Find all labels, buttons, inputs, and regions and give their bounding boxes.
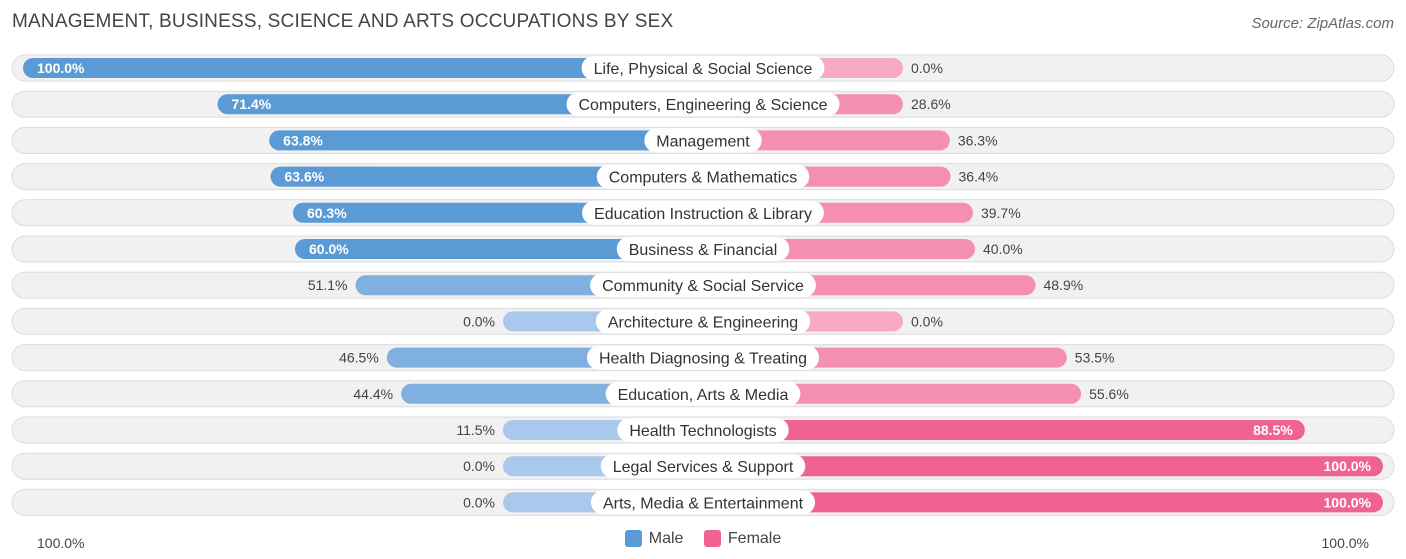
value-label-female: 100.0%: [1324, 494, 1372, 510]
legend-label-female: Female: [727, 529, 782, 547]
value-label-male: 71.4%: [231, 96, 271, 112]
legend-label-male: Male: [648, 529, 684, 547]
category-pill: [586, 345, 820, 370]
category-pill: [581, 56, 825, 80]
value-label-male: 44.4%: [353, 386, 393, 402]
value-label-female: 0.0%: [911, 313, 943, 329]
legend-swatch-female: [703, 530, 721, 547]
category-label: Arts, Media & Entertainment: [603, 495, 804, 512]
bar-male[interactable]: [269, 130, 703, 151]
value-label-female: 88.5%: [1253, 422, 1293, 438]
value-label-female: 28.6%: [911, 96, 951, 112]
category-label: Business & Financial: [629, 242, 778, 259]
value-label-female: 100.0%: [1324, 458, 1372, 474]
value-label-female: 48.9%: [1044, 277, 1084, 293]
value-label-male: 0.0%: [463, 313, 495, 329]
category-pill: [582, 200, 824, 225]
category-pill: [617, 418, 789, 442]
category-label: Community & Social Service: [602, 278, 804, 295]
bar-female[interactable]: [703, 456, 1383, 477]
value-label-female: 0.0%: [911, 60, 943, 76]
category-label: Computers, Engineering & Science: [578, 97, 827, 114]
category-pill: [600, 454, 806, 479]
value-label-male: 63.8%: [283, 132, 323, 148]
category-pill: [644, 128, 762, 153]
category-pill: [566, 92, 840, 117]
value-label-female: 40.0%: [983, 241, 1023, 257]
bar-female[interactable]: [703, 130, 950, 151]
axis-right-label: 100.0%: [1321, 535, 1369, 551]
axis-left-label: 100.0%: [37, 535, 85, 551]
category-label: Architecture & Engineering: [608, 314, 798, 331]
category-label: Education, Arts & Media: [618, 387, 789, 404]
bar-male[interactable]: [295, 239, 703, 259]
legend-item-female[interactable]: Female: [703, 529, 782, 548]
value-label-male: 46.5%: [339, 350, 379, 366]
category-pill: [605, 381, 801, 406]
category-label: Education Instruction & Library: [594, 206, 812, 223]
chart-title: MANAGEMENT, BUSINESS, SCIENCE AND ARTS O…: [12, 11, 674, 32]
category-pill: [590, 490, 816, 515]
value-label-female: 36.4%: [959, 169, 999, 185]
value-label-male: 60.0%: [309, 241, 349, 257]
category-label: Health Diagnosing & Treating: [599, 351, 807, 368]
legend-swatch-male: [624, 530, 642, 547]
category-pill: [595, 309, 811, 334]
category-label: Health Technologists: [629, 423, 776, 440]
value-label-male: 11.5%: [456, 422, 495, 438]
value-label-male: 60.3%: [307, 205, 347, 221]
value-label-male: 0.0%: [463, 494, 495, 510]
category-pill: [596, 164, 810, 189]
category-label: Legal Services & Support: [613, 459, 794, 476]
value-label-male: 63.6%: [285, 169, 325, 185]
category-pill: [616, 237, 790, 261]
value-label-female: 36.3%: [958, 132, 998, 148]
value-label-male: 51.1%: [308, 277, 348, 293]
source-label: Source: ZipAtlas.com: [1251, 15, 1394, 32]
value-label-female: 55.6%: [1089, 386, 1129, 402]
value-label-male: 100.0%: [37, 60, 85, 76]
category-label: Computers & Mathematics: [609, 170, 798, 187]
legend: Male Female: [0, 530, 1406, 553]
bar-female[interactable]: [703, 420, 1305, 440]
legend-item-male[interactable]: Male: [624, 529, 684, 548]
category-pill: [590, 273, 816, 298]
bar-female[interactable]: [703, 492, 1383, 513]
bar-male[interactable]: [270, 166, 703, 187]
value-label-male: 0.0%: [463, 458, 495, 474]
category-label: Management: [656, 133, 750, 150]
value-label-female: 39.7%: [981, 205, 1021, 221]
value-label-female: 53.5%: [1075, 350, 1115, 366]
category-label: Life, Physical & Social Science: [594, 61, 813, 78]
bar-male[interactable]: [23, 58, 703, 78]
